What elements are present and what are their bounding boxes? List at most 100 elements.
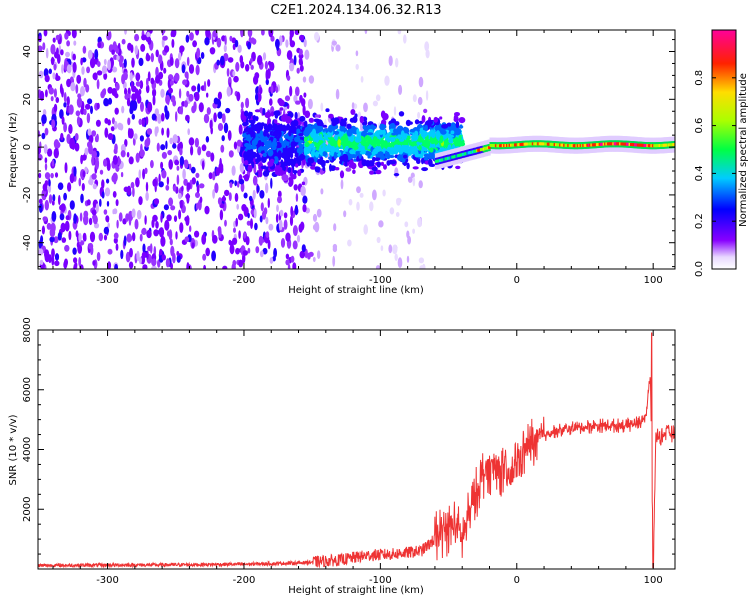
signal-blob xyxy=(358,142,362,150)
signal-blob xyxy=(304,110,311,119)
noise-blob xyxy=(69,138,75,150)
noise-blob xyxy=(91,173,97,180)
noise-blob xyxy=(59,213,65,221)
noise-blob xyxy=(45,89,48,98)
noise-blob xyxy=(184,159,189,169)
carrier-core xyxy=(564,143,568,147)
noise-blob xyxy=(115,47,120,54)
noise-blob xyxy=(104,127,109,138)
noise-blob xyxy=(91,150,97,159)
noise-blob xyxy=(194,91,200,102)
noise-blob xyxy=(52,194,56,202)
signal-blob xyxy=(248,118,255,124)
signal-blob xyxy=(377,140,381,147)
noise-blob xyxy=(79,212,83,222)
noise-blob xyxy=(375,265,381,269)
noise-blob xyxy=(312,256,316,263)
noise-blob xyxy=(404,221,409,228)
noise-blob xyxy=(290,206,294,217)
spectrogram-frame xyxy=(37,29,676,270)
noise-blob xyxy=(235,247,240,255)
noise-blob xyxy=(208,172,213,180)
carrier-core xyxy=(518,143,521,147)
noise-blob xyxy=(135,152,140,163)
signal-blob xyxy=(362,124,367,130)
carrier-core xyxy=(650,144,653,148)
noise-blob xyxy=(393,106,397,116)
noise-blob xyxy=(286,75,291,81)
signal-blob xyxy=(267,126,272,130)
signal-blob xyxy=(280,159,284,168)
noise-blob xyxy=(302,195,308,204)
signal-blob xyxy=(429,137,436,145)
noise-blob xyxy=(265,182,269,194)
snr-frame xyxy=(37,329,676,570)
signal-blob xyxy=(418,144,422,151)
noise-blob xyxy=(199,196,203,204)
noise-blob xyxy=(226,86,231,97)
snr-panel: -300 -200 -100 0 100 2000 4000 6000 8000 Height… xyxy=(8,317,676,596)
noise-blob xyxy=(191,105,196,114)
noise-blob xyxy=(163,204,169,211)
noise-blob xyxy=(76,74,82,84)
carrier-core xyxy=(606,142,610,146)
noise-blob xyxy=(256,92,262,103)
signal-blob xyxy=(458,134,462,142)
noise-blob xyxy=(159,248,163,257)
noise-blob xyxy=(114,143,118,152)
noise-blob xyxy=(355,63,359,70)
signal-blob xyxy=(243,151,249,160)
noise-blob xyxy=(303,92,307,98)
noise-blob xyxy=(38,172,42,179)
noise-blob xyxy=(142,168,146,180)
noise-blob xyxy=(213,112,217,123)
signal-blob xyxy=(301,181,306,186)
noise-blob xyxy=(107,248,113,255)
noise-blob xyxy=(71,30,77,39)
carrier-core xyxy=(474,149,478,153)
carrier-core xyxy=(616,142,619,146)
noise-blob xyxy=(38,35,42,43)
noise-blob xyxy=(182,168,186,180)
noise-blob xyxy=(121,38,126,45)
noise-blob xyxy=(53,63,57,71)
noise-blob xyxy=(63,92,67,103)
signal-blob xyxy=(361,159,368,167)
signal-blob xyxy=(356,155,360,162)
noise-blob xyxy=(64,244,70,252)
noise-blob xyxy=(179,148,183,156)
spectrogram-x-ticks: -300 -200 -100 0 100 xyxy=(52,30,663,286)
carrier-core xyxy=(522,142,525,146)
noise-blob xyxy=(233,141,238,150)
carrier-core xyxy=(441,158,445,162)
noise-blob xyxy=(76,97,83,108)
signal-blob xyxy=(427,119,434,126)
noise-blob xyxy=(292,225,298,237)
signal-blob xyxy=(393,173,400,177)
noise-blob xyxy=(130,181,135,189)
noise-blob xyxy=(220,144,225,153)
noise-blob xyxy=(238,124,243,135)
noise-blob xyxy=(99,169,104,175)
noise-blob xyxy=(149,243,153,254)
noise-blob xyxy=(275,86,279,93)
signal-blob xyxy=(255,116,259,122)
noise-blob xyxy=(388,244,393,254)
signal-blob xyxy=(409,145,413,153)
signal-blob xyxy=(260,122,265,127)
noise-blob xyxy=(241,204,247,212)
signal-blob xyxy=(379,123,386,131)
noise-blob xyxy=(136,250,140,262)
noise-blob xyxy=(229,182,233,188)
noise-blob xyxy=(286,50,293,61)
colorbar-ticks: 0.0 0.2 0.4 0.6 0.8 xyxy=(694,70,736,277)
signal-blob xyxy=(244,110,249,117)
noise-blob xyxy=(89,231,96,243)
signal-blob xyxy=(310,150,316,158)
carrier-core xyxy=(541,142,544,146)
signal-blob xyxy=(312,134,317,142)
noise-blob xyxy=(238,178,245,185)
carrier-core xyxy=(529,142,532,146)
signal-blob xyxy=(251,139,258,146)
snr-y-label: SNR (10 * v/v) xyxy=(8,414,19,485)
